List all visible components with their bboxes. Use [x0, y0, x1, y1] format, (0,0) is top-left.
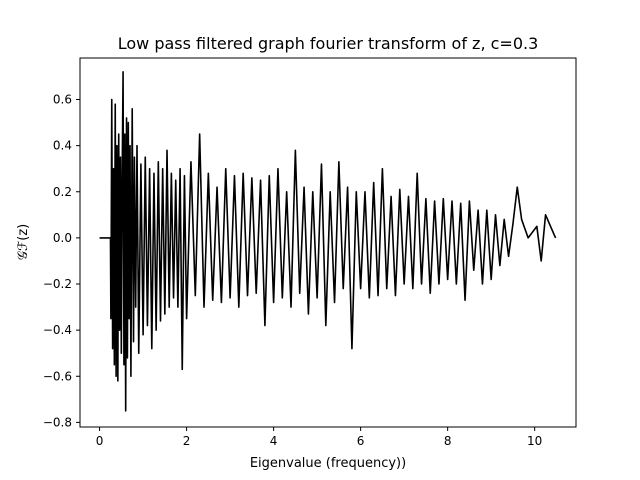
- x-tick-label: 2: [183, 434, 191, 448]
- y-tick-label: −0.6: [43, 369, 72, 383]
- x-tick-label: 0: [96, 434, 104, 448]
- y-axis-label: 𝒢ℱ(z): [16, 224, 31, 260]
- x-axis-label: Eigenvalue (frequency)): [250, 456, 406, 471]
- y-tick-label: 0.4: [53, 139, 72, 153]
- x-tick-label: 6: [357, 434, 365, 448]
- axes-frame: [79, 57, 577, 428]
- x-axis: 0 2 4 6 8 10: [96, 427, 542, 448]
- x-tick-label: 8: [444, 434, 452, 448]
- series-line-0: [99, 71, 557, 412]
- y-axis: −0.8 −0.6 −0.4 −0.2 0.0 0.2 0.4 0.6: [43, 93, 80, 429]
- y-tick-label: 0.6: [53, 93, 72, 107]
- y-tick-label: −0.2: [43, 277, 72, 291]
- x-tick-label: 4: [270, 434, 278, 448]
- chart-title: Low pass filtered graph fourier transfor…: [118, 34, 539, 53]
- y-tick-label: −0.8: [43, 415, 72, 429]
- plot-area: [79, 57, 577, 428]
- y-tick-label: −0.4: [43, 323, 72, 337]
- y-tick-label: 0.0: [53, 231, 72, 245]
- y-tick-label: 0.2: [53, 185, 72, 199]
- x-tick-label: 10: [527, 434, 542, 448]
